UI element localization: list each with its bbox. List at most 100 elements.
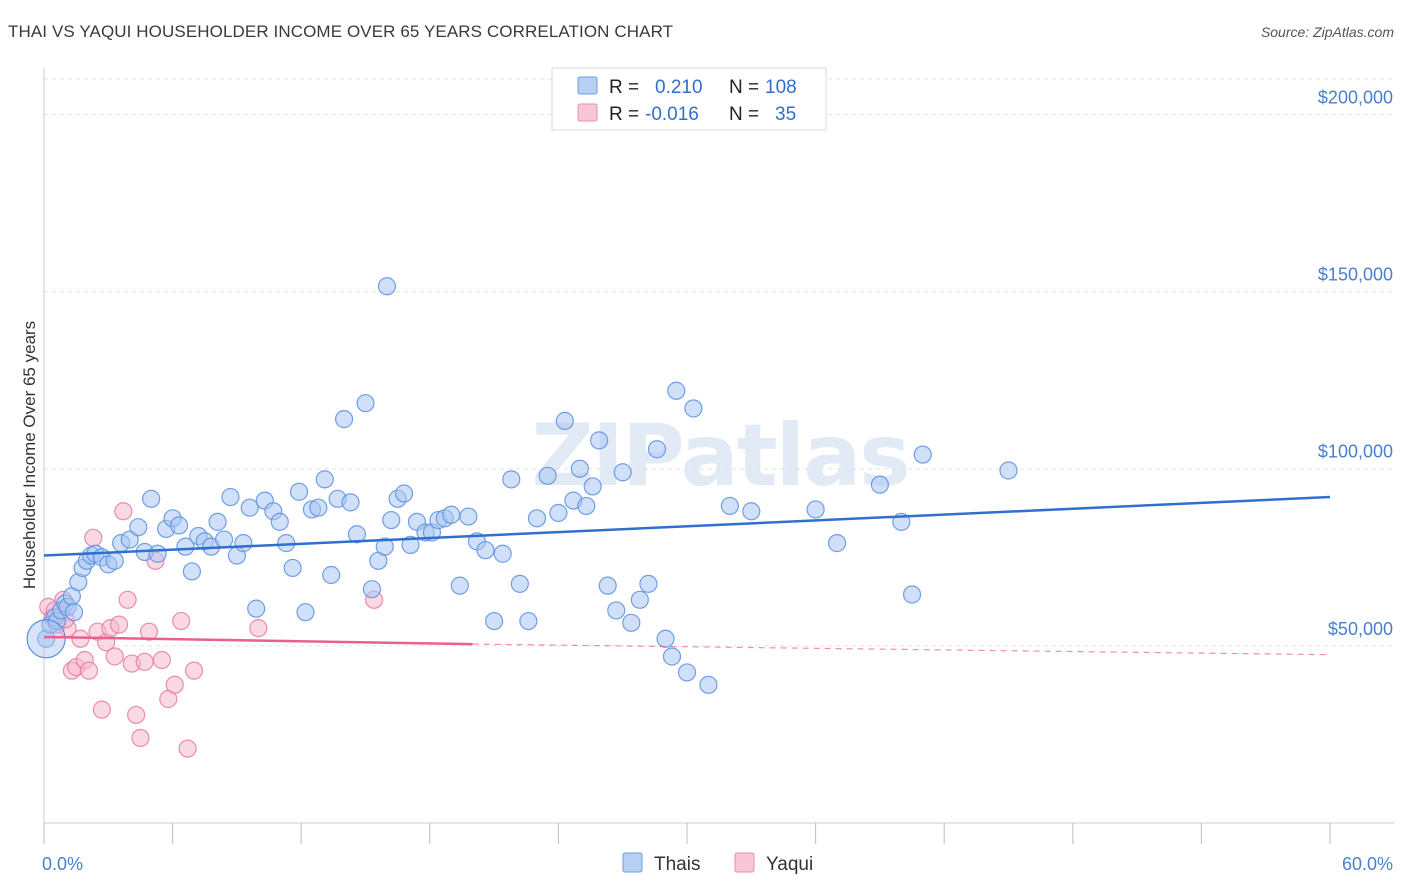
thais-point-8 <box>64 603 84 622</box>
thais-point-97 <box>699 675 718 694</box>
thais-point-94 <box>667 381 686 400</box>
chart-title: THAI VS YAQUI HOUSEHOLDER INCOME OVER 65… <box>8 22 674 41</box>
thais-point-87 <box>613 463 632 482</box>
series-legend: Thais Yaqui <box>622 852 813 875</box>
thais-point-106 <box>999 461 1018 480</box>
thais-point-83 <box>583 477 602 496</box>
yaqui-point-15 <box>105 647 124 666</box>
thais-point-84 <box>590 431 609 450</box>
yaqui-point-23 <box>139 622 159 641</box>
yaqui-point-27 <box>165 675 184 694</box>
thais-point-91 <box>647 440 667 459</box>
thais-point-21 <box>142 489 161 508</box>
thais-point-68 <box>459 507 478 526</box>
thais-point-100 <box>806 500 825 519</box>
thais-point-31 <box>208 512 227 531</box>
thais-point-102 <box>870 475 890 494</box>
stats-legend: R = 0.210 N = 108 R = -0.016 N = 35 <box>551 67 827 131</box>
x-tick-label-1: 60.0% <box>1342 854 1393 874</box>
thais-point-46 <box>309 498 328 517</box>
yaqui-point-25 <box>152 650 171 670</box>
thais-point-47 <box>315 470 334 489</box>
thais-point-85 <box>598 576 617 595</box>
thais-point-76 <box>527 509 547 528</box>
thais-trendline <box>43 495 1331 557</box>
thais-point-40 <box>270 512 289 531</box>
thais-cluster-point <box>26 619 66 659</box>
thais-point-48 <box>322 565 341 585</box>
x-tick-label-0: 0.0% <box>42 854 83 874</box>
thais-point-19 <box>129 518 148 537</box>
y-tick-label-0: $50,000 <box>1328 619 1393 639</box>
yaqui-point-12 <box>92 700 111 719</box>
thais-point-25 <box>169 516 189 535</box>
thais-point-66 <box>442 505 461 524</box>
y-tick-labels: $50,000 $100,000 $150,000 $200,000 <box>1318 87 1393 638</box>
thais-point-73 <box>502 470 521 489</box>
trendlines <box>43 495 1331 656</box>
yaqui-point-31 <box>249 619 268 638</box>
yaqui-point-20 <box>127 705 146 725</box>
gridlines <box>44 78 1395 647</box>
thais-point-53 <box>356 394 375 413</box>
yaqui-point-29 <box>178 739 197 758</box>
thais-point-18 <box>120 530 139 549</box>
y-tick-label-1: $100,000 <box>1318 442 1393 462</box>
y-axis-title: Householder Income Over 65 years <box>20 321 39 589</box>
thais-point-95 <box>677 663 697 682</box>
thais-point-89 <box>630 590 649 609</box>
legend-yaqui-n-label: N = <box>729 104 759 125</box>
thais-point-98 <box>720 496 739 516</box>
yaqui-point-28 <box>172 611 191 631</box>
thais-point-51 <box>341 493 360 512</box>
bottom-legend-yaqui: Yaqui <box>766 854 813 875</box>
thais-point-52 <box>347 525 367 544</box>
thais-point-74 <box>510 574 529 593</box>
legend-yaqui-r-label: R = <box>609 104 639 125</box>
thais-point-82 <box>577 496 596 516</box>
thais-point-88 <box>622 613 641 632</box>
yaqui-point-10 <box>84 528 103 547</box>
thais-point-86 <box>607 601 626 620</box>
y-tick-label-2: $150,000 <box>1318 265 1393 285</box>
thais-point-96 <box>684 399 703 418</box>
thais-point-75 <box>519 611 538 631</box>
thais-point-60 <box>401 535 420 554</box>
thais-point-70 <box>476 541 495 560</box>
thais-point-99 <box>742 502 761 521</box>
thais-point-50 <box>334 410 354 429</box>
yaqui-point-18 <box>118 590 137 609</box>
thais-point-105 <box>913 445 932 464</box>
legend-yaqui-r-value: -0.016 <box>645 104 699 125</box>
thais-points <box>26 277 1018 694</box>
thais-point-71 <box>485 611 504 631</box>
thais-point-104 <box>902 585 922 604</box>
source-label: Source: ZipAtlas.com <box>1260 24 1394 40</box>
bottom-legend-thais: Thais <box>654 854 700 875</box>
x-tick-labels: 0.0% 60.0% <box>42 854 1393 874</box>
axes <box>43 68 1395 844</box>
thais-point-43 <box>289 482 309 501</box>
thais-point-90 <box>639 574 658 593</box>
yaqui-point-9 <box>79 661 99 680</box>
bottom-legend-swatch-thais <box>622 852 643 873</box>
thais-point-36 <box>240 498 259 517</box>
thais-point-107 <box>377 277 397 296</box>
legend-thais-n-label: N = <box>729 77 759 98</box>
legend-swatch-thais <box>577 76 598 95</box>
thais-point-79 <box>555 411 574 430</box>
thais-point-54 <box>362 580 382 599</box>
thais-point-37 <box>247 599 266 618</box>
yaqui-point-21 <box>131 728 150 748</box>
bottom-legend-swatch-yaqui <box>734 852 755 873</box>
thais-point-35 <box>234 534 253 553</box>
thais-point-26 <box>176 537 195 556</box>
thais-point-67 <box>450 576 469 595</box>
thais-point-57 <box>382 510 401 530</box>
yaqui-trendline <box>43 635 473 646</box>
thais-point-22 <box>148 544 167 563</box>
thais-point-44 <box>296 603 315 622</box>
thais-point-32 <box>214 530 234 549</box>
yaqui-point-22 <box>135 652 154 671</box>
